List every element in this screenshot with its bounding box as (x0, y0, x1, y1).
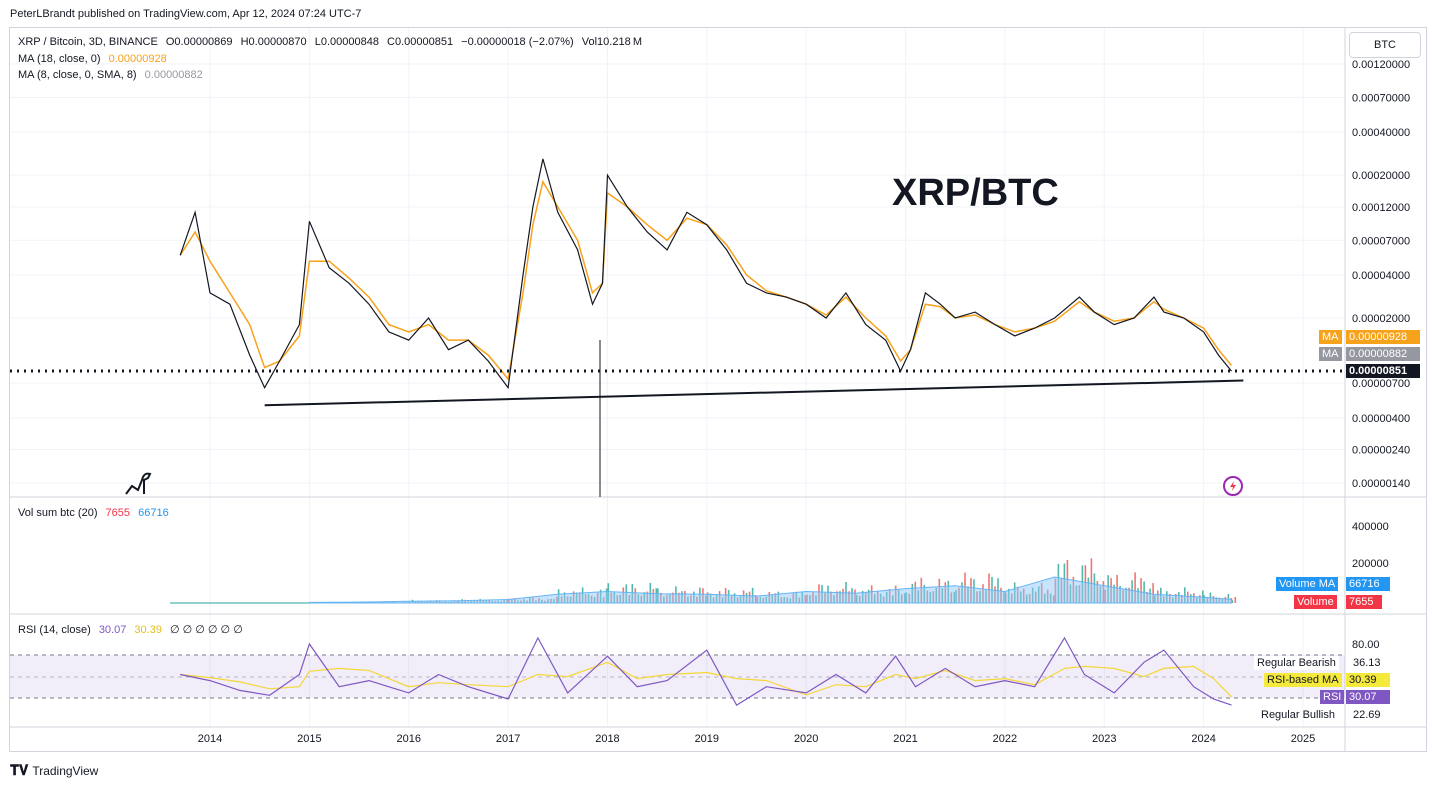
ma18-label: MA (18, close, 0) (18, 53, 101, 65)
grid (10, 28, 1345, 727)
chart-frame (9, 27, 1427, 752)
rsi-ma-tag: RSI-based MA (1264, 673, 1342, 687)
time-tick-label: 2024 (1191, 733, 1215, 745)
footer-brand: TradingView (32, 763, 99, 778)
price-tick-label: 0.00004000 (1352, 270, 1410, 282)
currency-button[interactable]: BTC (1349, 32, 1421, 58)
rsi-extra-values: ∅ ∅ ∅ ∅ ∅ ∅ (170, 624, 243, 636)
ma18-legend[interactable]: MA (18, close, 0) 0.00000928 (18, 53, 172, 65)
volume-label: Vol sum btc (20) (18, 507, 98, 519)
price-tick-label: 0.00070000 (1352, 92, 1410, 104)
price-tick-label: 0.00000700 (1352, 378, 1410, 390)
volume-bar (1090, 558, 1093, 603)
last-price-badge: 0.00000851 (1346, 364, 1420, 378)
volume-bar (649, 582, 652, 603)
high-value: H0.00000870 (240, 36, 307, 48)
time-tick-label: 2017 (496, 733, 520, 745)
ma18-line (179, 179, 1233, 381)
rsi-ma-line (180, 661, 1232, 698)
price-tick-label: 0.00000140 (1352, 478, 1410, 490)
time-tick-label: 2020 (794, 733, 818, 745)
bullish-value: 22.69 (1353, 709, 1381, 721)
ma8-value-badge: 0.00000882 (1346, 347, 1420, 361)
time-tick-label: 2015 (297, 733, 321, 745)
volume-tag: Volume (1294, 595, 1337, 609)
rsi-tick-80: 80.00 (1352, 639, 1380, 651)
volume-bar (1140, 578, 1142, 603)
trendline[interactable] (264, 379, 1244, 407)
price-tick-label: 0.00000240 (1352, 445, 1410, 457)
volume-value1: 7655 (105, 507, 131, 519)
publisher-line: PeterLBrandt published on TradingView.co… (10, 8, 362, 20)
time-tick-label: 2014 (198, 733, 222, 745)
price-tick-label: 0.00020000 (1352, 170, 1410, 182)
volume-bar (1227, 593, 1230, 603)
time-tick-label: 2025 (1291, 733, 1315, 745)
time-tick-label: 2019 (695, 733, 719, 745)
price-tick-label: 0.00002000 (1352, 313, 1410, 325)
rsi-label: RSI (14, close) (18, 624, 91, 636)
ma-tag: MA (1319, 330, 1342, 344)
bearish-label: Regular Bearish (1254, 656, 1339, 670)
bullish-label: Regular Bullish (1261, 709, 1335, 721)
lightning-icon[interactable] (1223, 476, 1243, 496)
volume-bar (988, 573, 990, 603)
close-value: C0.00000851 (387, 36, 454, 48)
rsi-ma-value: 30.39 (134, 624, 162, 636)
volume-bar (1184, 587, 1186, 603)
volume-legend[interactable]: Vol sum btc (20) 7655 66716 (18, 507, 174, 519)
price-axis-ticks: 0.00120000 0.00070000 0.00040000 0.00020000… (1352, 59, 1410, 490)
dinosaur-icon (125, 472, 152, 495)
price-tick-label: 0.00120000 (1352, 59, 1410, 71)
volume-bar (1231, 600, 1234, 603)
volume-ma-tag: Volume MA (1276, 577, 1339, 591)
volume-bar (1134, 572, 1136, 603)
time-axis-ticks: 2014 2015 2016 2017 2018 2019 2020 2021 2022 2023… (198, 733, 1315, 745)
volume-bar (751, 587, 754, 603)
rsi-value: 30.07 (98, 624, 127, 636)
ma8-tag: MA (1319, 347, 1342, 361)
volume-tick-400k: 400000 (1352, 521, 1389, 533)
rsi-tag: RSI (1320, 690, 1345, 704)
time-tick-label: 2016 (396, 733, 420, 745)
volume-badge: 7655 (1346, 595, 1382, 609)
time-tick-label: 2018 (595, 733, 619, 745)
volume-value: Vol10.218 M (581, 36, 643, 48)
symbol-legend[interactable]: XRP / Bitcoin, 3D, BINANCE O0.00000869 H… (18, 36, 647, 48)
rsi-badge: 30.07 (1346, 690, 1390, 704)
ma8-value: 0.00000882 (144, 69, 203, 81)
change-value: −0.00000018 (−2.07%) (461, 36, 574, 48)
time-tick-label: 2022 (993, 733, 1017, 745)
low-value: L0.00000848 (314, 36, 379, 48)
price-tick-label: 0.00000400 (1352, 413, 1410, 425)
tradingview-logo-icon: 𝐓𝐕 (10, 762, 29, 778)
bearish-value: 36.13 (1353, 657, 1381, 669)
rsi-line (180, 636, 1232, 706)
price-line (179, 158, 1232, 390)
volume-bar (1234, 597, 1237, 603)
price-tick-label: 0.00040000 (1352, 127, 1410, 139)
volume-ma-badge: 66716 (1346, 577, 1390, 591)
volume-value2: 66716 (138, 507, 169, 519)
volume-tick-200k: 200000 (1352, 558, 1389, 570)
volume-ma-area (308, 576, 1232, 604)
symbol-title: XRP / Bitcoin, 3D, BINANCE (18, 36, 158, 48)
rsi-ma-badge: 30.39 (1346, 673, 1390, 687)
time-tick-label: 2021 (893, 733, 917, 745)
footer[interactable]: 𝐓𝐕 TradingView (10, 762, 98, 779)
time-tick-label: 2023 (1092, 733, 1116, 745)
rsi-legend[interactable]: RSI (14, close) 30.07 30.39 ∅ ∅ ∅ ∅ ∅ ∅ (18, 623, 248, 636)
volume-bar (1152, 583, 1154, 603)
open-value: O0.00000869 (165, 36, 233, 48)
ma8-label: MA (8, close, 0, SMA, 8) (18, 69, 137, 81)
chart-annotation[interactable]: XRP/BTC (892, 172, 1059, 214)
ma18-value: 0.00000928 (108, 53, 167, 65)
ma8-legend[interactable]: MA (8, close, 0, SMA, 8) 0.00000882 (18, 69, 208, 81)
ma-value-badge: 0.00000928 (1346, 330, 1420, 344)
price-tick-label: 0.00012000 (1352, 202, 1410, 214)
price-tick-label: 0.00007000 (1352, 235, 1410, 247)
